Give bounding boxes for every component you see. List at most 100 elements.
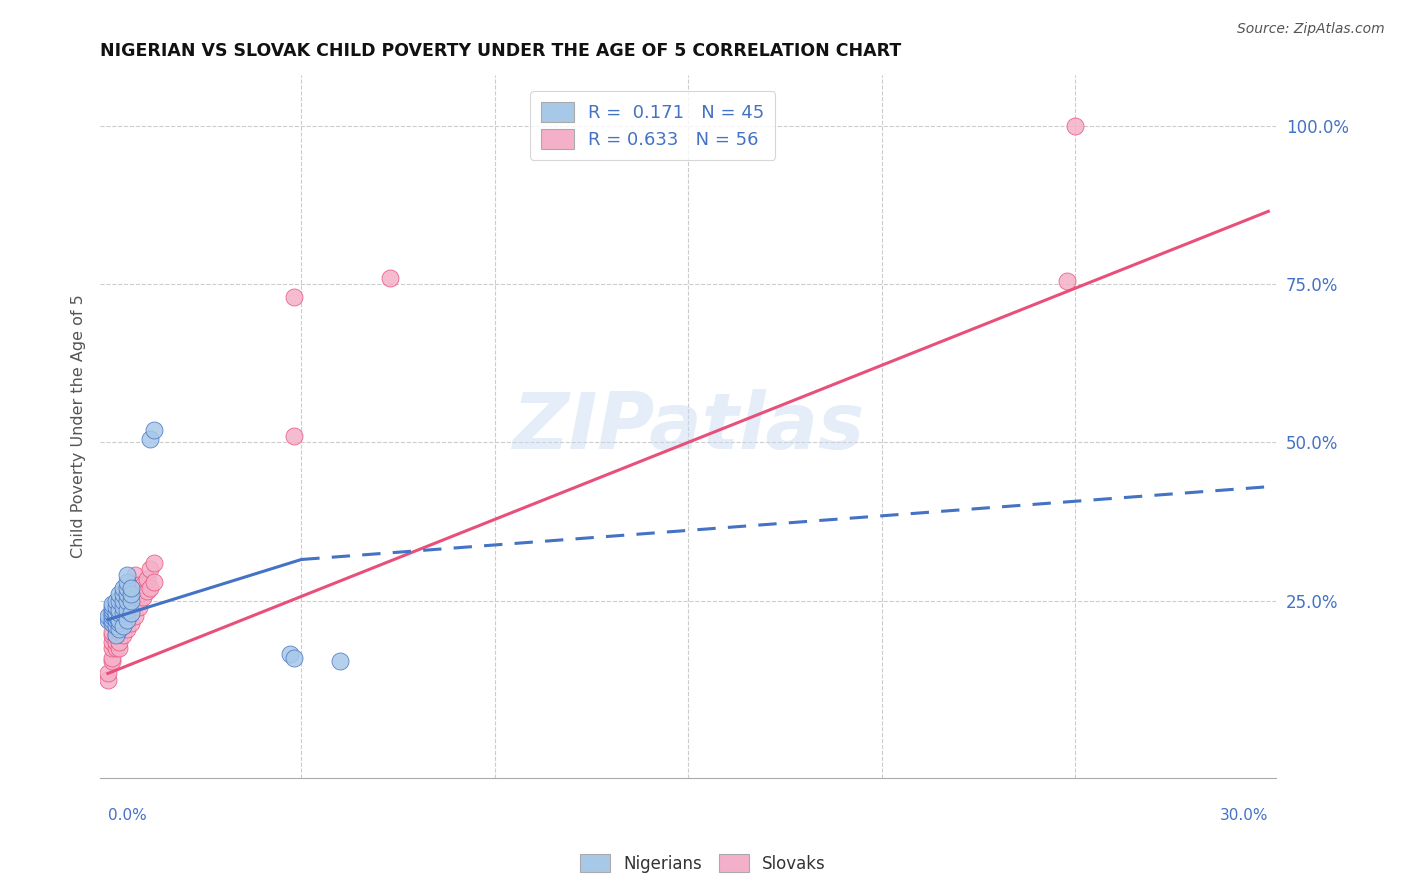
Point [112, 593, 135, 607]
Point [108, 613, 131, 627]
Text: NIGERIAN VS SLOVAK CHILD POVERTY UNDER THE AGE OF 5 CORRELATION CHART: NIGERIAN VS SLOVAK CHILD POVERTY UNDER T… [100, 42, 901, 60]
Point [100, 628, 122, 642]
Point [115, 587, 138, 601]
Point [100, 654, 122, 668]
Point [128, 599, 150, 614]
Point [120, 587, 142, 601]
Point [115, 568, 138, 582]
Point [108, 607, 131, 621]
Text: 0.0%: 0.0% [108, 808, 146, 823]
Point [112, 619, 135, 633]
Point [108, 603, 131, 617]
Point [124, 609, 146, 624]
Legend: Nigerians, Slovaks: Nigerians, Slovaks [574, 847, 832, 880]
Point [100, 607, 122, 621]
Point [329, 654, 352, 668]
Point [108, 622, 131, 636]
Text: 30.0%: 30.0% [1220, 808, 1268, 823]
Point [1064, 119, 1087, 133]
Point [139, 432, 162, 446]
Point [135, 584, 157, 599]
Point [120, 597, 142, 611]
Point [115, 603, 138, 617]
Point [104, 593, 127, 607]
Legend: R =  0.171   N = 45, R = 0.633   N = 56: R = 0.171 N = 45, R = 0.633 N = 56 [530, 91, 775, 160]
Point [104, 628, 127, 642]
Point [104, 609, 127, 624]
Point [108, 641, 131, 656]
Point [112, 607, 135, 621]
Point [108, 625, 131, 640]
Point [100, 635, 122, 649]
Point [97, 666, 120, 681]
Point [112, 593, 135, 607]
Point [100, 599, 122, 614]
Point [108, 613, 131, 627]
Point [131, 578, 153, 592]
Point [115, 593, 138, 607]
Point [143, 574, 166, 589]
Point [115, 593, 138, 607]
Point [108, 587, 131, 601]
Point [380, 270, 402, 285]
Point [124, 597, 146, 611]
Point [108, 635, 131, 649]
Point [97, 613, 120, 627]
Point [115, 603, 138, 617]
Point [131, 591, 153, 605]
Point [108, 619, 131, 633]
Point [100, 609, 122, 624]
Point [115, 622, 138, 636]
Point [100, 641, 122, 656]
Point [112, 603, 135, 617]
Point [128, 578, 150, 592]
Point [104, 622, 127, 636]
Point [112, 619, 135, 633]
Point [108, 615, 131, 630]
Point [124, 587, 146, 601]
Point [120, 581, 142, 595]
Point [108, 607, 131, 621]
Text: Source: ZipAtlas.com: Source: ZipAtlas.com [1237, 22, 1385, 37]
Point [112, 609, 135, 624]
Point [112, 628, 135, 642]
Point [283, 429, 305, 443]
Point [104, 615, 127, 630]
Point [112, 581, 135, 595]
Point [115, 574, 138, 589]
Point [100, 597, 122, 611]
Point [108, 593, 131, 607]
Point [100, 625, 122, 640]
Point [100, 650, 122, 665]
Point [124, 568, 146, 582]
Point [104, 641, 127, 656]
Point [104, 599, 127, 614]
Point [104, 607, 127, 621]
Point [115, 613, 138, 627]
Point [115, 587, 138, 601]
Point [135, 572, 157, 586]
Point [112, 587, 135, 601]
Point [120, 593, 142, 607]
Point [124, 578, 146, 592]
Point [112, 599, 135, 614]
Point [128, 587, 150, 601]
Point [139, 562, 162, 576]
Point [104, 619, 127, 633]
Point [278, 648, 301, 662]
Text: ZIPatlas: ZIPatlas [512, 389, 865, 465]
Point [120, 607, 142, 621]
Point [120, 587, 142, 601]
Y-axis label: Child Poverty Under the Age of 5: Child Poverty Under the Age of 5 [72, 294, 86, 558]
Point [100, 603, 122, 617]
Point [139, 581, 162, 595]
Point [143, 556, 166, 570]
Point [104, 609, 127, 624]
Point [115, 581, 138, 595]
Point [97, 673, 120, 687]
Point [100, 615, 122, 630]
Point [104, 628, 127, 642]
Point [283, 290, 305, 304]
Point [108, 599, 131, 614]
Point [283, 650, 305, 665]
